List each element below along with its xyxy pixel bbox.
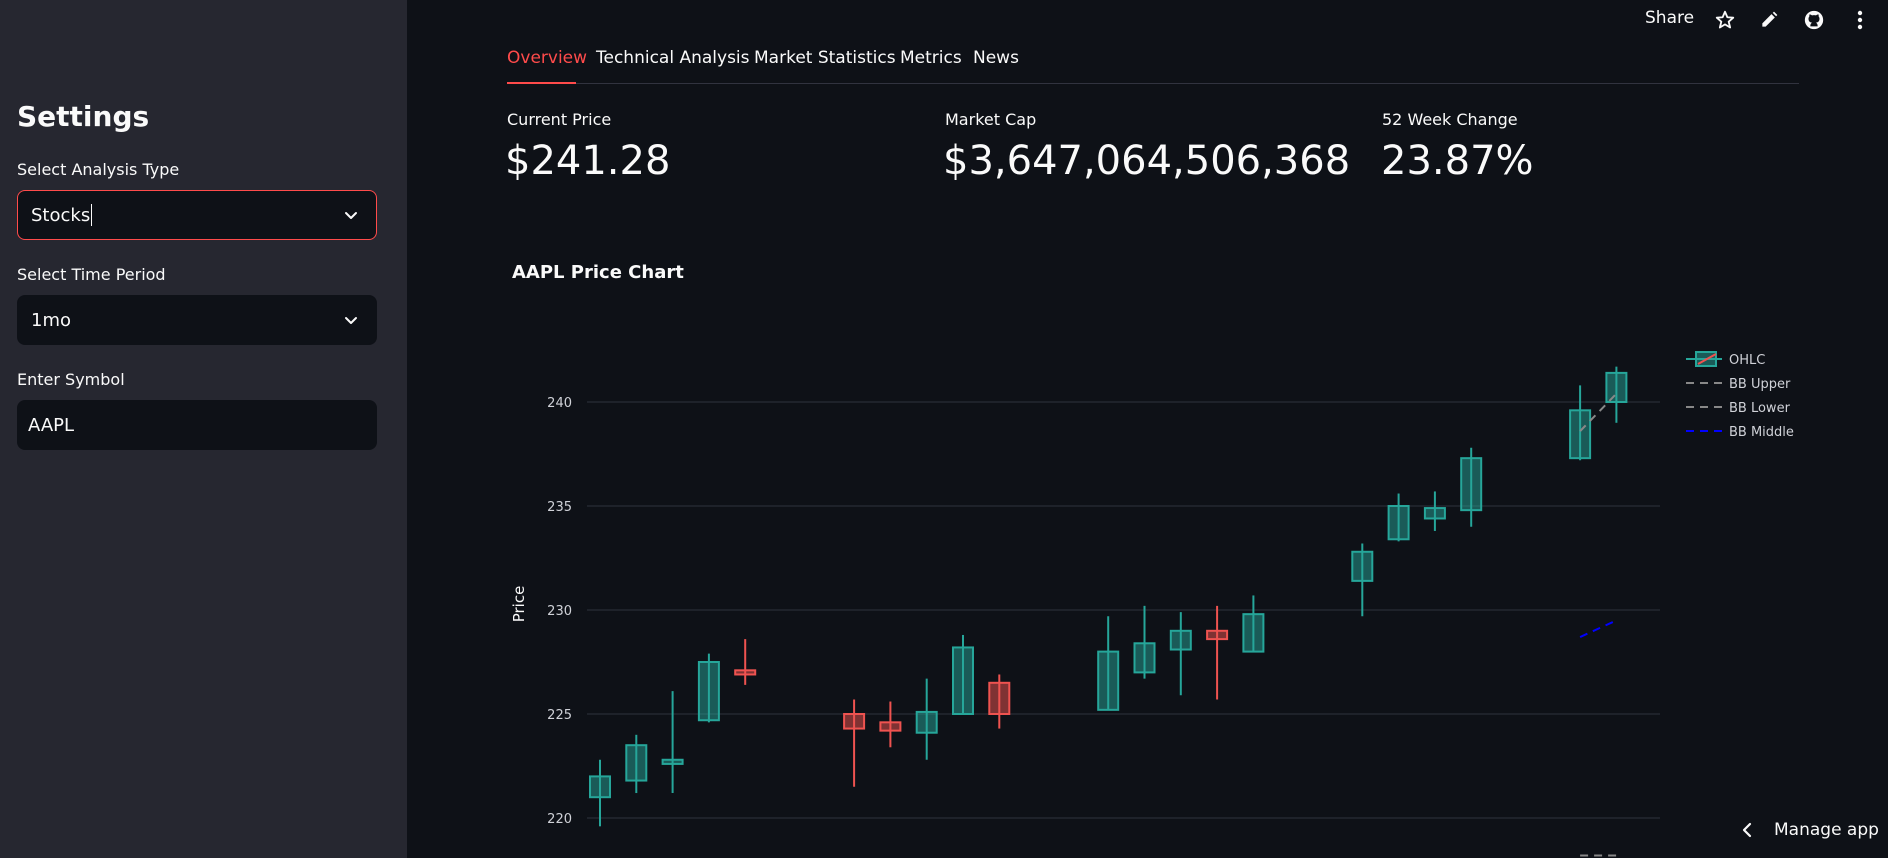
sidebar-title: Settings — [17, 100, 150, 133]
candle-body — [1423, 507, 1446, 520]
candle-body — [1133, 642, 1156, 674]
legend-label: OHLC — [1729, 353, 1765, 368]
metric-value-current-price: $241.28 — [505, 138, 671, 184]
sidebar: Settings Select Analysis Type Stocks Sel… — [0, 0, 407, 858]
candle-body — [625, 744, 648, 782]
candle-body — [1387, 505, 1410, 541]
metric-label-current-price: Current Price — [507, 110, 612, 129]
metric-value-market-cap: $3,647,064,506,368 — [943, 138, 1351, 184]
candle-body — [879, 721, 902, 732]
metric-label-52-week-change: 52 Week Change — [1382, 110, 1518, 129]
y-tick-label: 235 — [547, 500, 572, 515]
legend-label: BB Middle — [1729, 425, 1794, 440]
tab-metrics[interactable]: Metrics — [900, 48, 962, 68]
bb-upper-line — [1579, 392, 1618, 432]
edit-pencil-icon[interactable] — [1757, 8, 1781, 32]
candle-body — [915, 710, 938, 734]
time-period-label: Select Time Period — [17, 265, 166, 284]
text-caret — [91, 204, 93, 226]
candle-body — [1605, 371, 1628, 403]
star-icon[interactable] — [1713, 8, 1737, 32]
y-axis-label: Price — [510, 586, 528, 623]
y-tick-label: 240 — [547, 396, 572, 411]
analysis-type-select[interactable]: Stocks — [17, 190, 377, 240]
tab-overview[interactable]: Overview — [507, 48, 588, 68]
candle-body — [1169, 629, 1192, 651]
bb-middle-line — [1579, 619, 1617, 638]
tab-bar: Overview Technical Analysis Market Stati… — [507, 46, 1799, 84]
manage-app-label: Manage app — [1774, 820, 1879, 840]
price-chart[interactable]: 220 225 230 235 240 Price OHLC BB Upper BB Lower… — [400, 290, 1880, 858]
analysis-type-value: Stocks — [31, 204, 91, 226]
candle-body — [697, 661, 720, 722]
candle-body — [661, 758, 684, 765]
candle-body — [1569, 409, 1592, 460]
active-tab-indicator — [507, 82, 576, 84]
candle-body — [1460, 457, 1483, 512]
chevron-down-icon[interactable] — [343, 312, 359, 328]
candle-body — [589, 775, 611, 799]
candle-body — [1242, 613, 1265, 653]
candle-body — [1097, 650, 1120, 711]
metric-label-market-cap: Market Cap — [945, 110, 1037, 129]
tab-news[interactable]: News — [973, 48, 1019, 68]
chart-title: AAPL Price Chart — [512, 262, 684, 283]
legend-label: BB Upper — [1729, 377, 1791, 392]
tab-market-statistics[interactable]: Market Statistics — [754, 48, 896, 68]
time-period-select[interactable]: 1mo — [17, 295, 377, 345]
candle-body — [1206, 629, 1229, 641]
legend-ohlc-down-mark — [1697, 353, 1717, 365]
candle-body — [1351, 550, 1374, 582]
y-tick-label: 230 — [547, 604, 572, 619]
y-tick-label: 220 — [547, 812, 572, 827]
time-period-value: 1mo — [31, 309, 71, 331]
candle-body — [988, 681, 1011, 715]
more-menu-icon[interactable] — [1848, 8, 1872, 32]
candle-body — [952, 646, 974, 715]
symbol-input[interactable] — [17, 400, 377, 450]
tab-technical-analysis[interactable]: Technical Analysis — [596, 48, 750, 68]
manage-app-button[interactable]: Manage app — [1740, 820, 1879, 840]
candle-body — [843, 713, 866, 730]
share-button[interactable]: Share — [1645, 8, 1695, 28]
chevron-left-icon — [1742, 822, 1752, 838]
legend-label: BB Lower — [1729, 401, 1791, 416]
chevron-down-icon[interactable] — [343, 207, 359, 223]
candle-body — [734, 669, 757, 676]
analysis-type-label: Select Analysis Type — [17, 160, 180, 179]
github-icon[interactable] — [1802, 8, 1826, 32]
y-tick-label: 225 — [547, 708, 572, 723]
symbol-label: Enter Symbol — [17, 370, 125, 389]
metric-value-52-week-change: 23.87% — [1381, 138, 1534, 184]
